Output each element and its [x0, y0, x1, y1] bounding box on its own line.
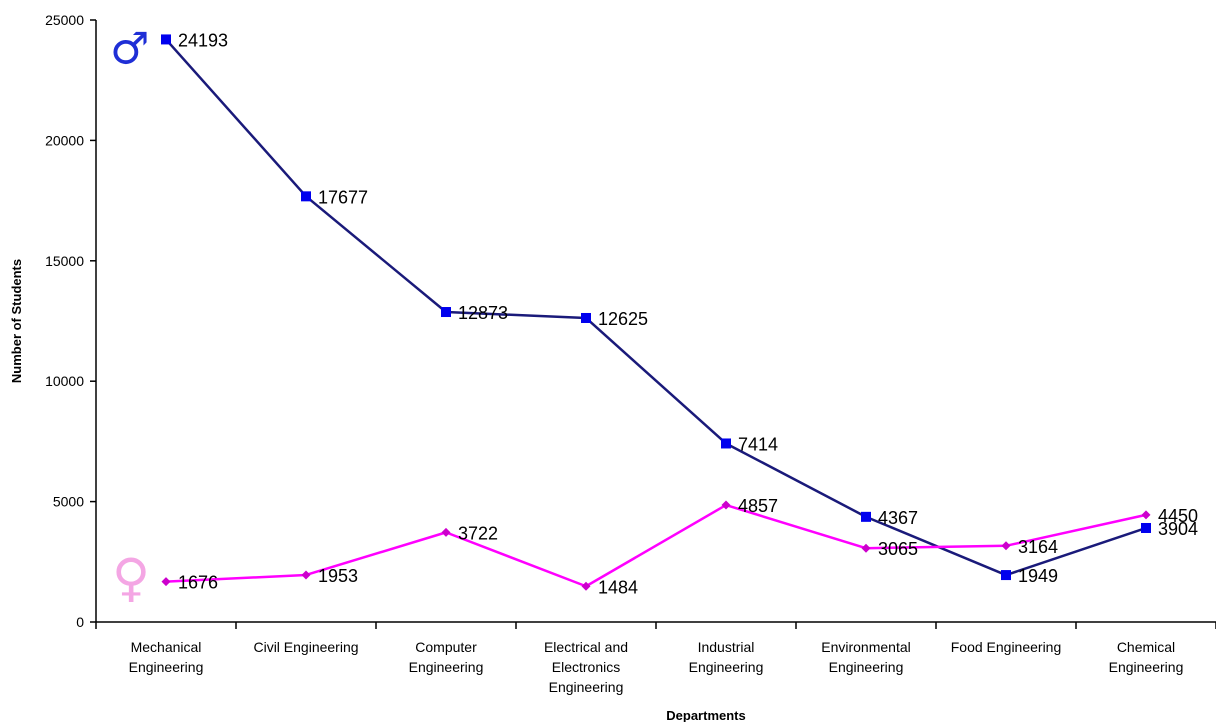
female-data-point: [301, 570, 311, 580]
male-data-label: 7414: [738, 434, 778, 454]
x-tick-label: Environmental Engineering: [821, 639, 911, 675]
y-tick-label: 10000: [45, 373, 84, 389]
female-data-point: [441, 527, 451, 537]
y-tick-label: 20000: [45, 132, 84, 148]
male-data-point: [441, 307, 451, 318]
x-tick-label: Chemical Engineering: [1109, 639, 1184, 675]
x-axis-title: Departments: [666, 708, 745, 722]
male-data-label: 24193: [178, 30, 228, 50]
female-data-point: [581, 581, 591, 591]
x-tick-label: Mechanical Engineering: [129, 639, 204, 675]
y-tick-label: 5000: [53, 494, 84, 510]
male-data-point: [581, 312, 591, 323]
female-data-point: [161, 577, 171, 587]
female-data-label: 1953: [318, 566, 358, 586]
female-data-point: [861, 543, 871, 553]
y-axis-title: Number of Students: [9, 259, 24, 383]
female-data-label: 1676: [178, 573, 218, 593]
female-data-point: [1141, 510, 1151, 520]
male-data-point: [721, 438, 731, 449]
female-data-label: 3065: [878, 539, 918, 559]
male-data-point: [301, 191, 311, 202]
male-data-point: [161, 34, 171, 45]
female-data-point: [721, 500, 731, 510]
female-data-label: 1484: [598, 577, 638, 597]
male-data-point: [1001, 570, 1011, 581]
male-data-label: 12873: [458, 303, 508, 323]
female-data-label: 4857: [738, 496, 778, 516]
x-tick-label: Industrial Engineering: [689, 639, 764, 675]
y-tick-label: 25000: [45, 12, 84, 28]
male-data-label: 3904: [1158, 519, 1198, 539]
x-tick-label: Civil Engineering: [253, 639, 358, 655]
male-series-line: [165, 38, 1147, 577]
female-data-label: 4450: [1158, 506, 1198, 526]
female-data-label: 3722: [458, 523, 498, 543]
male-data-label: 4367: [878, 508, 918, 528]
female-data-point: [1001, 541, 1011, 551]
y-tick-label: 15000: [45, 253, 84, 269]
x-tick-label: Food Engineering: [951, 639, 1062, 655]
male-data-label: 12625: [598, 309, 648, 329]
male-data-point: [861, 511, 871, 522]
x-tick-label: Computer Engineering: [409, 639, 484, 675]
male-symbol-icon: ♂: [110, 23, 149, 74]
female-data-label: 3164: [1018, 537, 1058, 557]
y-tick-label: 0: [76, 614, 84, 630]
x-tick-label: Electrical and Electronics Engineering: [544, 639, 628, 695]
male-data-label: 1949: [1018, 566, 1058, 586]
female-symbol-icon: ♀: [112, 549, 150, 609]
female-series-line: [165, 503, 1147, 588]
male-data-point: [1141, 522, 1151, 533]
male-data-label: 17677: [318, 187, 368, 207]
